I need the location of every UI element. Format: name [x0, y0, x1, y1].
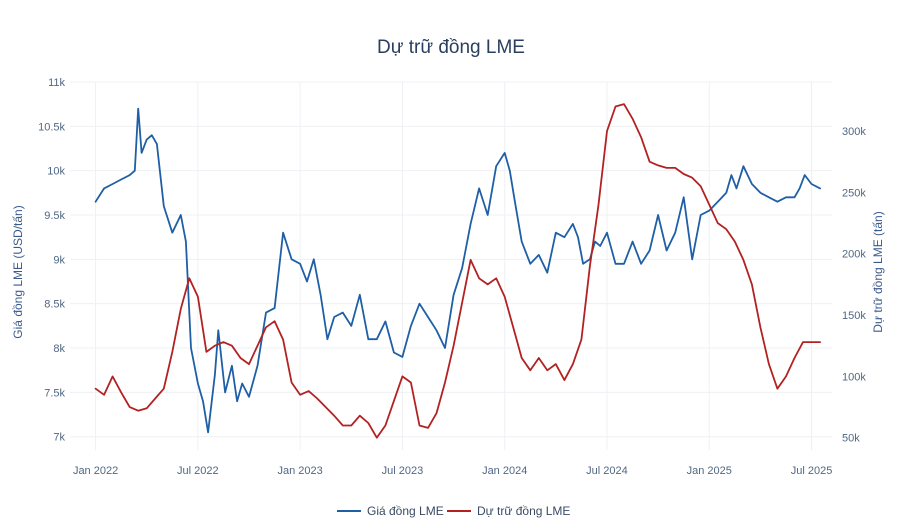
grid — [70, 81, 832, 450]
left-tick-label: 11k — [48, 77, 65, 89]
right-tick-label: 50k — [842, 433, 860, 445]
left-tick-label: 7k — [53, 432, 65, 444]
x-axis-ticks: Jan 2022 Jul 2022 Jan 2023 Jul 2023 Jan 2024… — [73, 465, 832, 477]
right-tick-label: 100k — [842, 371, 866, 383]
left-tick-label: 8.5k — [44, 299, 65, 311]
left-axis-ticks: 7k 7.5k 8k 8.5k 9k 9.5k 10k 10.5k 11k — [38, 77, 65, 444]
right-tick-label: 300k — [842, 126, 866, 138]
right-tick-label: 200k — [842, 249, 866, 261]
left-tick-label: 7.5k — [44, 387, 65, 399]
x-tick-label: Jul 2023 — [382, 465, 424, 477]
left-tick-label: 8k — [53, 343, 65, 355]
left-tick-label: 10.5k — [38, 121, 65, 133]
legend-label: Dự trữ đồng LME — [477, 504, 570, 518]
series-line-gia-dong — [94, 107, 821, 434]
x-tick-label: Jul 2024 — [586, 465, 628, 477]
right-axis-ticks: 50k 100k 150k 200k 250k 300k — [842, 126, 866, 445]
chart-title: Dự trữ đồng LME — [377, 37, 525, 58]
x-tick-label: Jan 2024 — [482, 465, 527, 477]
left-tick-label: 9k — [53, 254, 65, 266]
left-tick-label: 9.5k — [44, 210, 65, 222]
x-tick-label: Jul 2022 — [177, 465, 219, 477]
right-tick-label: 250k — [842, 187, 866, 199]
series-lines — [94, 103, 821, 439]
right-tick-label: 150k — [842, 310, 866, 322]
x-tick-label: Jul 2025 — [791, 465, 833, 477]
series-line-du-tru-dong — [94, 103, 821, 439]
legend: Giá đồng LME Dự trữ đồng LME — [337, 504, 570, 518]
left-axis-title: Giá đồng LME (USD/tấn) — [11, 205, 25, 338]
x-tick-label: Jan 2022 — [73, 465, 118, 477]
right-axis-title: Dự trữ đồng LME (tấn) — [871, 211, 885, 332]
left-tick-label: 10k — [47, 166, 65, 178]
x-tick-label: Jan 2023 — [278, 465, 323, 477]
x-tick-label: Jan 2025 — [687, 465, 732, 477]
legend-label: Giá đồng LME — [367, 504, 444, 518]
